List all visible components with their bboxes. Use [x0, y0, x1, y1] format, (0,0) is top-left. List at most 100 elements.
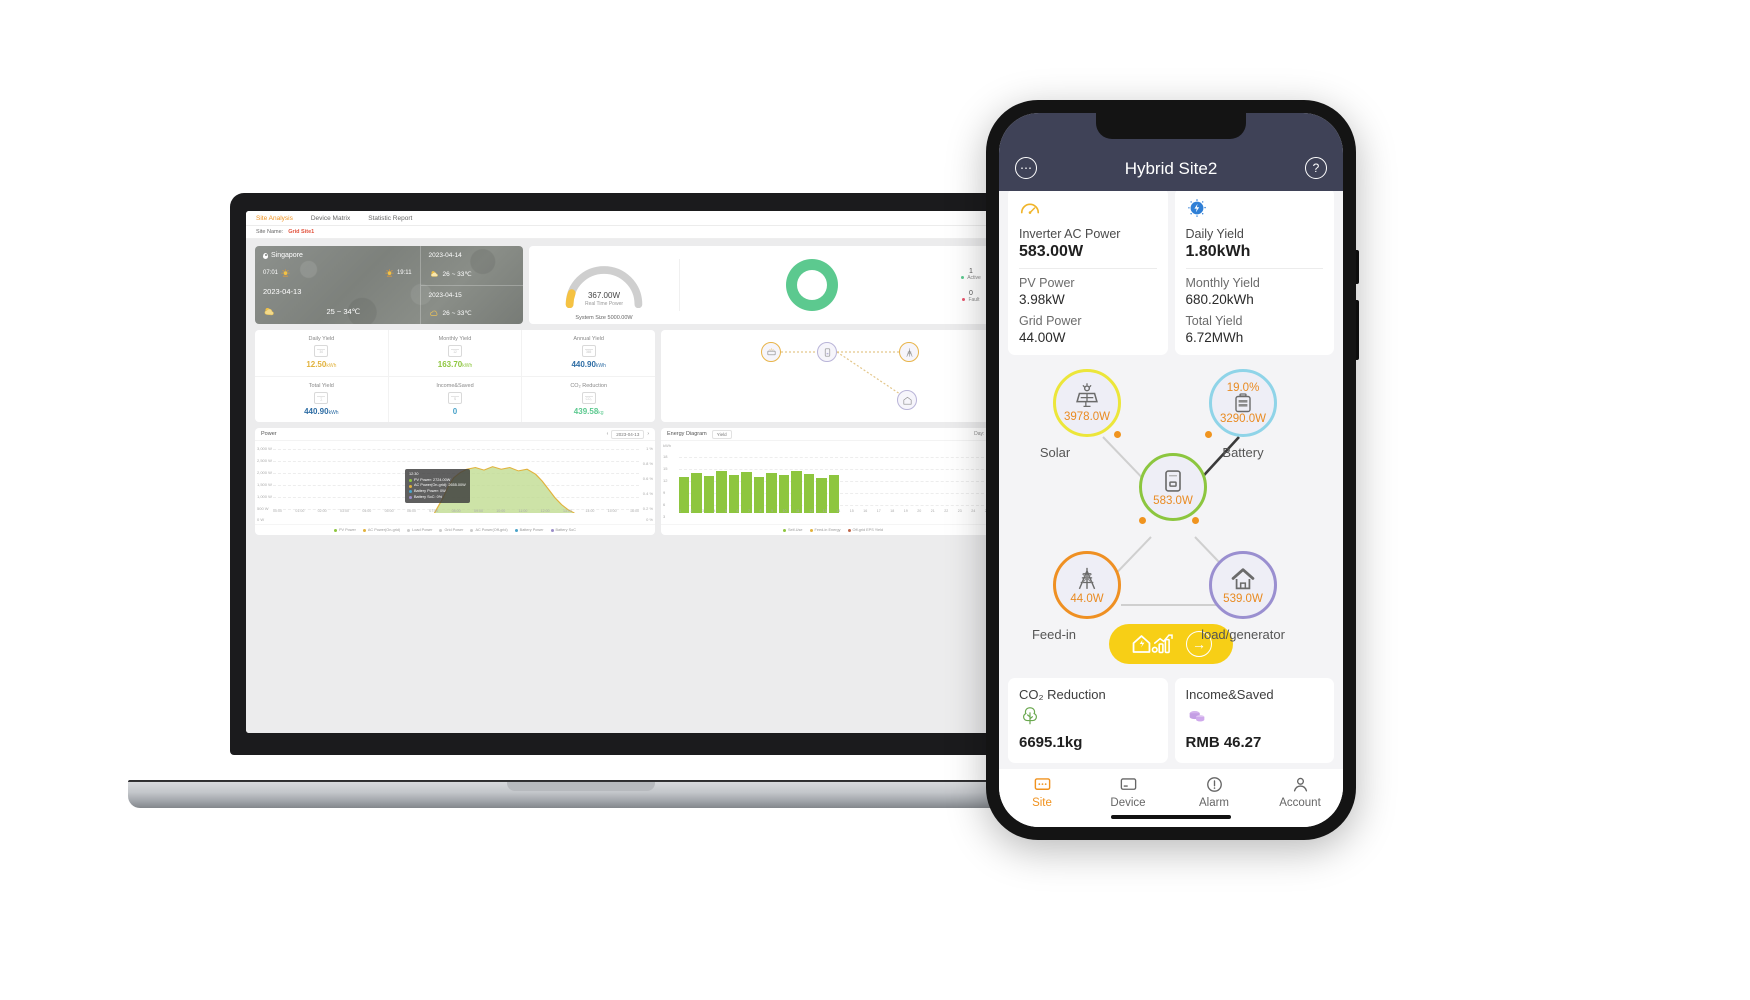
help-icon[interactable]: ?	[1305, 157, 1327, 179]
energy-report-button[interactable]: →	[1109, 624, 1233, 664]
weather-card: Singapore 07:01	[255, 246, 523, 324]
partly-cloudy-icon	[264, 307, 274, 316]
bar[interactable]	[778, 475, 790, 513]
tab-alarm[interactable]: Alarm	[1171, 775, 1257, 809]
bar[interactable]	[716, 470, 727, 513]
phone-volume-up-button[interactable]	[1356, 250, 1359, 284]
energy-chart-select[interactable]: Yield	[711, 429, 732, 439]
bar[interactable]	[741, 472, 752, 513]
money-icon: $	[448, 391, 462, 404]
legend-self-use[interactable]: Self-Use	[782, 528, 803, 532]
bar[interactable]	[828, 474, 840, 513]
site-name-value[interactable]: Grid Site1	[288, 229, 315, 235]
status-legend: 1 Active 0	[943, 268, 1005, 303]
phone-power-button[interactable]	[1356, 300, 1359, 360]
prev-day-button[interactable]: ‹	[606, 431, 609, 437]
cloudy-sun-icon	[430, 270, 438, 277]
yield-co2: CO₂ Reduction CO₂ 439.58kg	[521, 376, 655, 422]
legend-battery-power[interactable]: Battery Power	[514, 528, 544, 532]
power-chart-header: Power ‹ 2023-04-13 ›	[255, 428, 655, 441]
bar[interactable]	[728, 474, 740, 513]
laptop-lid: Site Analysis Device Matrix Statistic Re…	[230, 193, 1030, 755]
web-row-bottom: Power ‹ 2023-04-13 ›	[255, 428, 1005, 535]
stat-card-inverter-ac-power[interactable]: Inverter AC Power 583.00W PV Power 3.98k…	[1008, 188, 1168, 355]
power-chart-legend: PV Power AC Power(On-grid) Load Power Gr…	[255, 524, 655, 535]
flow-node-solar[interactable]	[761, 342, 781, 362]
tab-account[interactable]: Account	[1257, 775, 1343, 809]
flow-node-feedin[interactable]: 44.0W	[1053, 551, 1121, 619]
legend-load-power[interactable]: Load Power	[407, 528, 432, 532]
nav-item-statistic-report[interactable]: Statistic Report	[368, 214, 413, 222]
legend-ac-power-ongrid[interactable]: AC Power(On-grid)	[362, 528, 400, 532]
energy-y-1: 18	[663, 454, 668, 459]
status-fault: 0 Fault	[962, 290, 980, 303]
inverter-value: 583.0W	[1153, 495, 1193, 507]
yield-daily: Daily Yield 30 12.50kWh	[255, 330, 388, 376]
load-value: 539.0W	[1223, 593, 1263, 605]
flow-node-home[interactable]	[897, 390, 917, 410]
yield-income: Income&Saved $ 0	[387, 376, 522, 422]
more-icon[interactable]: ⋯	[1015, 157, 1037, 179]
sunset-icon	[385, 269, 394, 277]
bar[interactable]	[791, 471, 802, 513]
flow-node-load[interactable]: 539.0W	[1209, 551, 1277, 619]
bar[interactable]	[679, 477, 690, 513]
yield-annual-value: 440.90kWh	[571, 360, 606, 370]
web-row-middle: Daily Yield 30 12.50kWh Monthly Yield 12…	[255, 330, 1005, 422]
legend-pv-power[interactable]: PV Power	[334, 528, 356, 532]
power-y-6: 500 W	[257, 506, 269, 511]
next-day-button[interactable]: ›	[647, 431, 649, 437]
power-y-5: 1,000 W	[257, 494, 272, 499]
power-yr-5: 0.2 %	[642, 506, 653, 511]
yield-daily-value: 12.50kWh	[306, 360, 337, 370]
laptop-screen: Site Analysis Device Matrix Statistic Re…	[246, 211, 1014, 733]
legend-grid-power[interactable]: Grid Power	[439, 528, 463, 532]
bar[interactable]	[803, 473, 815, 513]
flow-node-grid[interactable]	[899, 342, 919, 362]
legend-battery-soc[interactable]: Battery SoC	[550, 528, 576, 532]
flow-lines	[781, 351, 909, 399]
legend-offgrid-eps-yield[interactable]: Off-grid EPS Yield	[847, 528, 883, 532]
stat-card-daily-yield[interactable]: Daily Yield 1.80kWh Monthly Yield 680.20…	[1174, 188, 1334, 355]
power-chart-controls: ‹ 2023-04-13 ›	[606, 429, 649, 439]
bar[interactable]	[753, 476, 765, 513]
laptop-device: Site Analysis Device Matrix Statistic Re…	[128, 193, 1033, 808]
active-label: Active	[967, 274, 981, 281]
flow-node-inverter[interactable]	[817, 342, 837, 362]
nav-item-site-analysis[interactable]: Site Analysis	[256, 214, 293, 222]
power-chart-xaxis: 00:00 01:00 02:00 03:00 04:00 05:00 06:00 07…	[273, 509, 639, 513]
tab-device[interactable]: Device	[1085, 775, 1171, 809]
co2-label: CO₂ Reduction	[1019, 687, 1106, 702]
bar[interactable]	[691, 473, 702, 513]
card-co2-reduction[interactable]: CO₂ Reduction 6695.1kg	[1008, 678, 1168, 763]
forecast-day-1: 2023-04-14 26 ~ 33℃	[421, 246, 523, 285]
site-name-label: Site Name:	[256, 229, 284, 235]
tab-site[interactable]: Site	[999, 775, 1085, 809]
calendar-day-icon: 30	[314, 345, 329, 358]
flow-node-battery[interactable]: 19.0% 3290.0W	[1209, 369, 1277, 437]
forecast-day-2: 2023-04-15 26 ~ 33℃	[420, 284, 523, 325]
power-yr-2: 0.8 %	[642, 461, 653, 466]
nav-item-device-matrix[interactable]: Device Matrix	[310, 214, 351, 222]
co2-icon: CO₂	[581, 391, 596, 404]
fault-label: Fault	[968, 296, 980, 303]
flow-node-inverter[interactable]: 583.0W	[1139, 453, 1207, 521]
weather-today-temp: 25 ~ 34℃	[326, 307, 361, 317]
stat-sub1-label: PV Power	[1019, 276, 1075, 290]
weather-city: Singapore	[263, 252, 412, 259]
bar[interactable]	[816, 477, 827, 513]
legend-feed-in-energy[interactable]: Feed-in Energy	[809, 528, 841, 532]
power-chart-plot: 3,000 W 2,500 W 2,000 W 1,500 W 1,000 W …	[255, 441, 655, 524]
tab-label: Alarm	[1198, 797, 1230, 809]
battery-icon	[1235, 392, 1251, 412]
phone-device: ⋯ Hybrid Site2 ? Inverter AC Power 583.0…	[986, 100, 1359, 840]
power-y-1: 3,000 W	[257, 446, 272, 451]
card-income-saved[interactable]: Income&Saved RMB 46.27	[1174, 678, 1334, 763]
power-chart-card: Power ‹ 2023-04-13 ›	[255, 428, 655, 535]
location-pin-icon	[263, 252, 268, 259]
bar[interactable]	[703, 475, 715, 513]
bar[interactable]	[766, 472, 777, 513]
power-chart-date[interactable]: 2023-04-13	[611, 429, 645, 439]
legend-ac-power-offgrid[interactable]: AC Power(Off-grid)	[470, 528, 508, 532]
flow-node-solar[interactable]: 3978.0W	[1053, 369, 1121, 437]
